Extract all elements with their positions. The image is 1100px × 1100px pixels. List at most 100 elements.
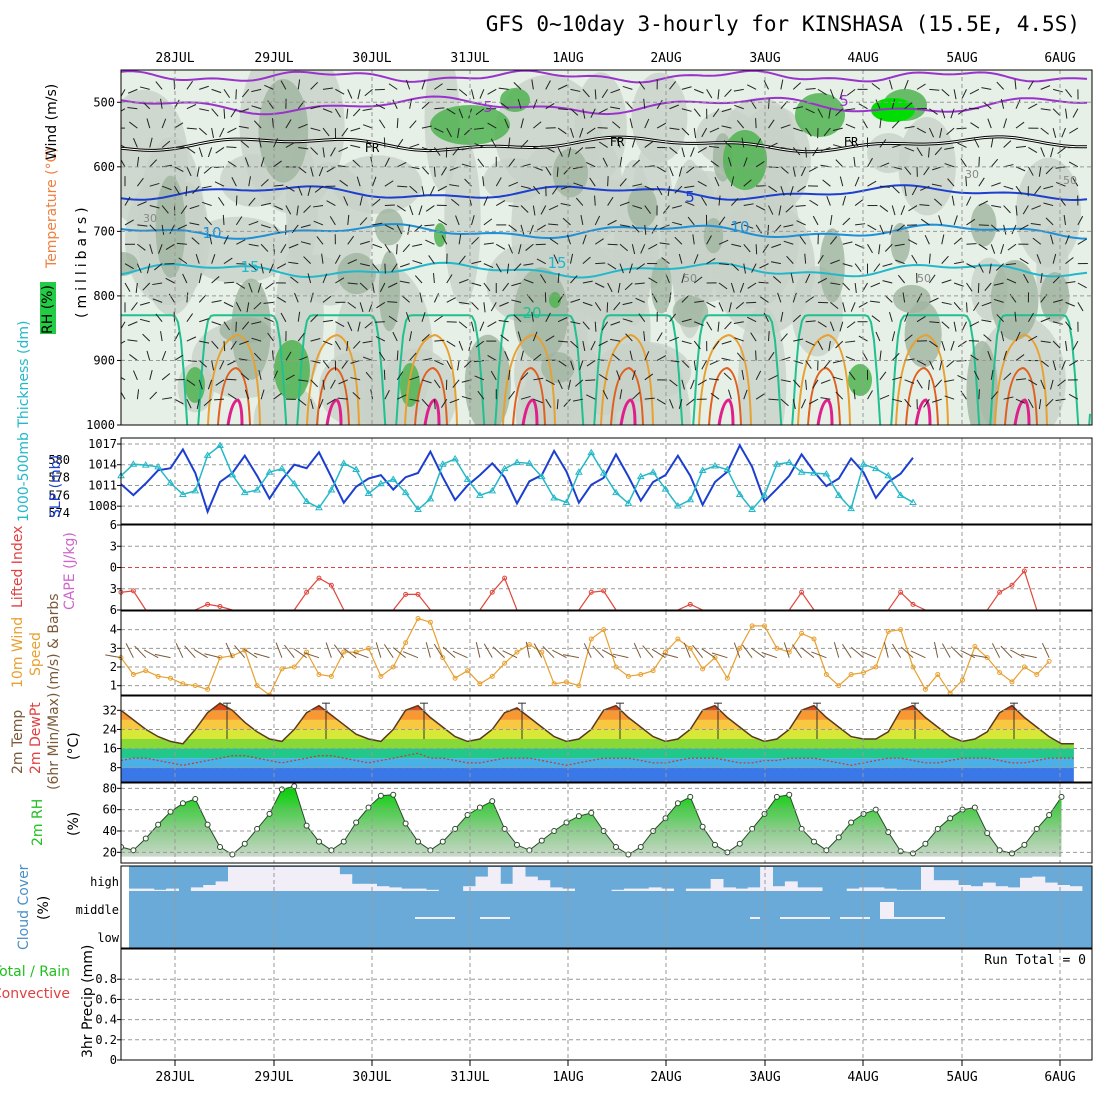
wind-barb xyxy=(124,219,134,226)
wind-barb xyxy=(1028,379,1038,386)
slp-line xyxy=(120,443,914,515)
wind-barb xyxy=(211,276,220,284)
wind-barb xyxy=(721,357,732,361)
wind-barb xyxy=(651,224,658,234)
cloud-high-bar xyxy=(809,887,823,891)
wind-barb xyxy=(612,121,621,129)
wind-barb xyxy=(743,224,754,229)
wind-barb xyxy=(594,302,602,311)
wind-barb xyxy=(961,321,967,331)
wind-barb xyxy=(631,370,636,380)
wind-barb xyxy=(651,293,658,303)
wind-barb xyxy=(991,182,1001,187)
wind-barb xyxy=(346,341,349,352)
upper-labels: RH (%) Temperature (°C) Wind (m/s) (mill… xyxy=(40,84,90,334)
wind-barb xyxy=(923,398,930,408)
rh-band-dark xyxy=(650,258,672,314)
wind-barb xyxy=(185,186,188,197)
wind-barb xyxy=(149,182,160,187)
wind-barb xyxy=(632,224,640,233)
wind-barb xyxy=(433,379,441,389)
wind-barb xyxy=(643,331,646,342)
wind-barb xyxy=(288,243,299,249)
wind-barb xyxy=(586,394,596,400)
wind-speed-point xyxy=(130,671,136,677)
wind-barb-10m xyxy=(325,642,332,658)
rh-band-dark xyxy=(231,278,271,380)
wind-barb-10m xyxy=(303,652,320,659)
wind-barb xyxy=(891,331,896,342)
wind-barb xyxy=(644,141,654,148)
thickness-marker xyxy=(228,470,237,478)
wind-barb xyxy=(785,205,794,213)
wind-barb xyxy=(717,89,720,100)
wind-barb-10m xyxy=(333,644,345,658)
cloud-high-bar xyxy=(351,883,365,891)
wind-barb xyxy=(532,185,541,195)
wind-barb xyxy=(248,243,259,247)
contour-25-loop xyxy=(895,333,949,425)
wind-barb xyxy=(446,340,456,347)
wind-barb xyxy=(176,242,187,245)
wind-barb xyxy=(557,147,563,157)
wind-barb xyxy=(953,89,957,100)
rh-point xyxy=(229,851,236,858)
rh2m-unit: (%) xyxy=(66,812,82,836)
contour-35-loop xyxy=(325,398,343,425)
wind-barb xyxy=(421,79,426,90)
wind-barb-10m xyxy=(452,650,468,659)
wind-barb xyxy=(892,398,903,403)
rh-point xyxy=(786,791,793,798)
wind-barb xyxy=(854,263,862,272)
wind-barb xyxy=(1000,244,1005,254)
rh-band-dark xyxy=(337,252,377,295)
wind-barb xyxy=(248,263,257,271)
cloud-high-bar xyxy=(413,888,427,891)
cloud-high-bar xyxy=(512,867,526,891)
cloud-labels: Cloud Cover (%) xyxy=(16,864,52,950)
wind-barb xyxy=(693,128,697,139)
wind-barb xyxy=(846,88,856,96)
wind-barb xyxy=(601,321,609,331)
wind-barb xyxy=(383,137,386,148)
wind-barb xyxy=(532,205,536,216)
wind-barb xyxy=(263,301,274,304)
wind-barb xyxy=(793,127,803,132)
wind-barb xyxy=(718,195,721,206)
wind-barb xyxy=(508,137,511,148)
wind-barb xyxy=(669,127,680,130)
wind-barb xyxy=(215,147,225,154)
wind-barb-10m xyxy=(392,647,406,659)
wind-barb xyxy=(978,389,980,400)
wind-barb xyxy=(882,263,893,267)
wind-barb-10m xyxy=(204,653,221,659)
lifted-index-segment xyxy=(788,591,815,611)
thickness-marker xyxy=(810,469,818,476)
wind-barb xyxy=(557,272,560,284)
wind-barb xyxy=(928,360,935,370)
cloud-high-bar xyxy=(883,888,897,891)
wind-barb-10m xyxy=(353,651,369,659)
rh-point xyxy=(217,844,223,850)
wind-barb xyxy=(681,294,690,303)
wind-barb xyxy=(500,334,509,342)
wind-barb xyxy=(300,241,311,245)
wind-barb xyxy=(498,320,509,323)
wind-barb-10m xyxy=(125,643,134,658)
wind-barb xyxy=(572,398,583,402)
wind-barb xyxy=(1072,177,1079,187)
wind-barb xyxy=(211,299,222,303)
wind-barb xyxy=(579,360,584,371)
wind-barb xyxy=(884,243,893,252)
wind-barb-10m xyxy=(811,651,827,659)
wind-barb xyxy=(161,373,171,381)
wind-barb xyxy=(397,394,407,400)
wind-barb xyxy=(414,224,423,232)
wind-barb xyxy=(1000,98,1005,109)
wind-barb xyxy=(409,185,418,194)
wind-barb xyxy=(1056,181,1066,187)
wind-barb xyxy=(595,262,606,265)
wind-barb xyxy=(520,350,524,361)
wind-barb xyxy=(780,379,791,383)
